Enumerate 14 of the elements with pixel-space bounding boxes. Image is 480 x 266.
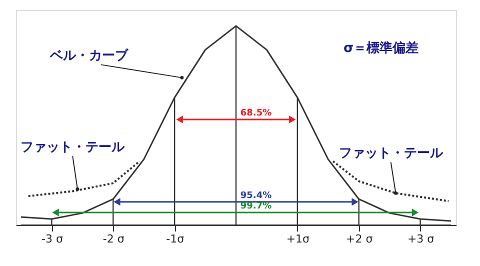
x-tick-label: +1σ	[286, 232, 310, 246]
x-tick-label: -1σ	[166, 232, 184, 246]
annotation: σ＝標準偏差	[343, 41, 419, 56]
x-tick-label: -2 σ	[102, 232, 124, 246]
annotation: ファット・テール	[338, 146, 444, 162]
annotation: 68.5%	[240, 108, 272, 118]
point	[394, 191, 398, 195]
x-tick-label: +3 σ	[407, 232, 434, 246]
x-tick-label: +2 σ	[346, 232, 373, 246]
annotation: ベル・カーブ	[49, 48, 130, 64]
annotation: 95.4%	[240, 190, 272, 201]
annotation: 99.7%	[240, 201, 272, 212]
annotation: ファット・テール	[20, 140, 126, 156]
x-tick-label: -3 σ	[41, 232, 63, 246]
